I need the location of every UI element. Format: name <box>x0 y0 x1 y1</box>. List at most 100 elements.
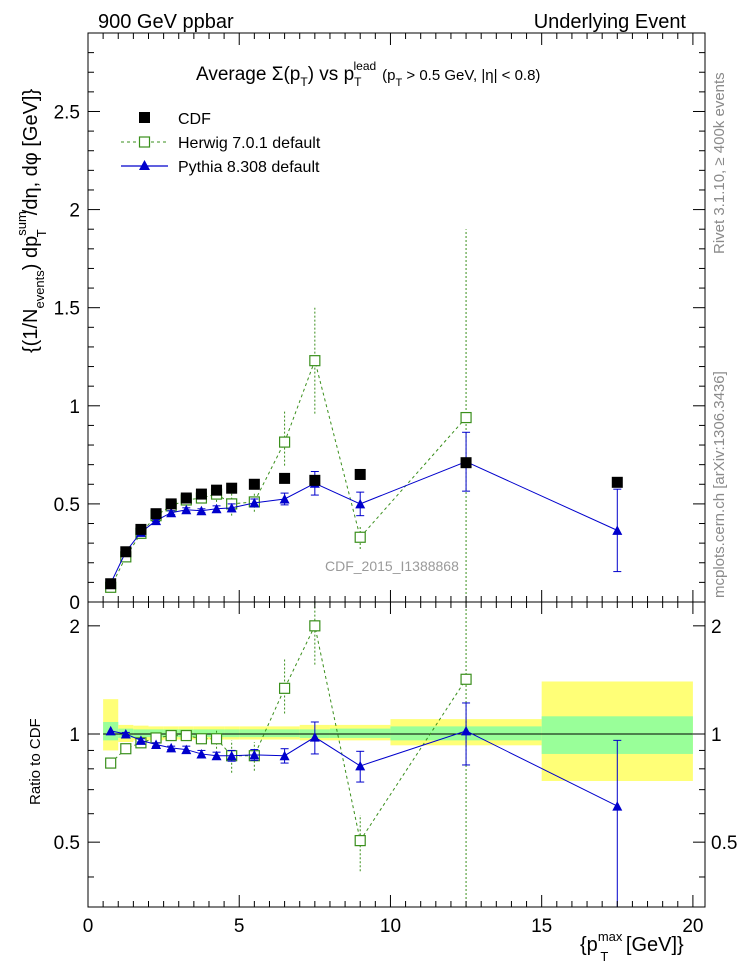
main-y-axis-label: {(1/Nevents) dpsum T/dη, dφ [GeV]} <box>14 89 49 353</box>
ratio-pythia-point <box>181 744 192 755</box>
ratio-band-inner <box>269 729 300 738</box>
main-pythia-point <box>151 515 162 526</box>
main-plot-content <box>105 229 623 602</box>
main-cdf-point <box>150 508 162 520</box>
main-pythia-point <box>166 507 177 518</box>
main-pythia-point <box>226 502 237 513</box>
main-herwig-line <box>110 358 467 588</box>
main-cdf-point <box>211 484 223 496</box>
title-cuts-open: (p <box>382 67 395 84</box>
ratio-pythia-point <box>166 742 177 753</box>
ratio-pythia-point <box>279 750 290 761</box>
svg-text:Average Σ(pT) vs pTlead(pT > 0: Average Σ(pT) vs pTlead(pT > 0.5 GeV, |η… <box>196 59 540 89</box>
main-cdf-point <box>165 498 177 510</box>
main-y-tick-label: 2 <box>69 201 80 222</box>
ratio-pythia-point <box>151 739 162 749</box>
ratio-herwig-point <box>354 835 366 847</box>
ratio-pythia-point <box>211 750 222 761</box>
legend-label-pythia: Pythia 8.308 default <box>178 159 320 176</box>
main-herwig-point <box>278 436 291 448</box>
ratio-pythia-point <box>461 725 472 736</box>
main-pythia-point <box>181 504 192 515</box>
legend-entry-pythia: Pythia 8.308 default <box>121 159 320 176</box>
ratio-herwig-point <box>120 743 132 755</box>
ratio-pythia-point <box>612 801 623 811</box>
rivet-version-label: Rivet 3.1.10, ≥ 400k events <box>711 72 728 254</box>
ratio-pythia-point <box>309 732 320 742</box>
title-sub-t: T <box>300 75 308 89</box>
legend-marker-pythia <box>139 160 150 170</box>
legend: CDF Herwig 7.0.1 default Pythia 8.308 de… <box>121 111 321 176</box>
title-sub-t-3: T <box>396 77 403 89</box>
plot-title: Average Σ(pT) vs pTlead(pT > 0.5 GeV, |η… <box>196 59 540 89</box>
main-y-tick-label: 0 <box>69 593 80 614</box>
ratio-band-inner <box>329 728 391 738</box>
ratio-pythia-point <box>355 760 366 771</box>
main-y-tick-label: 0.5 <box>54 495 80 516</box>
ratio-pythia-point <box>135 735 146 745</box>
ratio-y-tick-label-right: 0.5 <box>711 833 737 854</box>
ratio-y-tick-label-left: 2 <box>69 617 80 638</box>
main-panel: CDF_2015_I1388868 Average Σ(pT) vs pTlea… <box>14 59 623 602</box>
legend-entry-cdf: CDF <box>139 111 211 128</box>
ratio-herwig-point <box>460 673 472 685</box>
ratio-band-inner <box>239 729 270 738</box>
ratio-pythia-point <box>196 748 207 759</box>
ratio-pythia-point <box>226 750 237 761</box>
main-cdf-point <box>611 476 623 488</box>
main-cdf-point <box>120 546 132 558</box>
legend-marker-herwig <box>138 136 151 148</box>
header-left-label: 900 GeV ppbar <box>98 11 234 33</box>
main-cdf-point <box>248 478 260 490</box>
title-sub-t-2: T <box>354 75 362 89</box>
title-sup-lead: lead <box>353 59 376 73</box>
main-y-tick-label: 1.5 <box>54 299 80 320</box>
main-pythia-point <box>612 525 623 535</box>
watermark-analysis-id: CDF_2015_I1388868 <box>325 558 459 574</box>
title-vs-text: ) vs p <box>308 64 354 85</box>
x-tick-label: 15 <box>531 916 552 937</box>
ratio-herwig-point <box>105 757 117 769</box>
ratio-herwig-point <box>309 620 321 632</box>
x-tick-label: 20 <box>682 916 703 937</box>
main-y-tick-label: 2.5 <box>54 102 80 123</box>
main-herwig-point <box>460 411 472 424</box>
main-cdf-point <box>279 472 291 484</box>
main-cdf-point <box>105 578 117 590</box>
ratio-panel-frame <box>87 601 706 908</box>
legend-entry-herwig: Herwig 7.0.1 default <box>121 135 321 152</box>
ratio-herwig-point <box>180 729 192 742</box>
main-cdf-point <box>180 492 192 504</box>
ratio-pythia-point <box>249 749 260 760</box>
ratio-y-axis-label: Ratio to CDF <box>27 718 44 805</box>
title-main-text: Average Σ(p <box>196 64 300 85</box>
mcplots-label: mcplots.cern.ch [arXiv:1306.3436] <box>711 371 728 598</box>
main-y-tick-label: 1 <box>69 397 80 418</box>
ratio-band-inner <box>133 729 149 738</box>
ratio-plot-content <box>103 602 693 908</box>
main-pythia-point <box>249 497 260 508</box>
ratio-herwig-point <box>165 729 177 742</box>
main-cdf-point <box>226 482 238 494</box>
main-cdf-point <box>460 457 472 469</box>
legend-label-cdf: CDF <box>178 111 211 128</box>
main-cdf-point <box>354 468 366 480</box>
ratio-y-tick-label-right: 1 <box>711 725 722 746</box>
x-axis-label: {pmax T [GeV]} <box>580 929 684 964</box>
ratio-pythia-point <box>105 725 116 736</box>
main-pythia-point <box>279 493 290 504</box>
ratio-y-tick-label-left: 1 <box>69 725 80 746</box>
ratio-pythia-point <box>120 728 131 739</box>
ratio-herwig-point <box>278 682 291 694</box>
ratio-panel: Ratio to CDF {pmax T [GeV]} <box>27 602 693 964</box>
ratio-y-tick-label-right: 2 <box>711 617 722 638</box>
x-tick-label: 0 <box>83 916 94 937</box>
legend-marker-cdf <box>139 112 150 123</box>
main-pythia-point <box>196 505 207 516</box>
main-pythia-point <box>355 498 366 509</box>
main-pythia-point <box>211 503 222 514</box>
ratio-band-inner <box>224 729 240 738</box>
ratio-y-tick-label-left: 0.5 <box>54 833 80 854</box>
main-cdf-point <box>309 474 321 486</box>
